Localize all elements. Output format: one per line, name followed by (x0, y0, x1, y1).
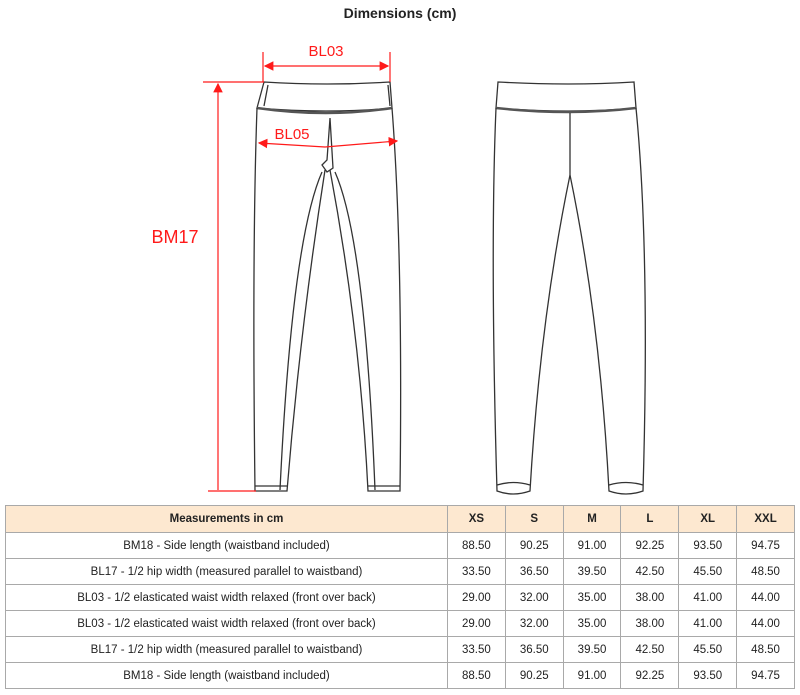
measurement-value: 93.50 (678, 662, 738, 689)
table-header-row: Measurements in cm XS S M L XL XXL (5, 505, 795, 533)
measurement-value: 42.50 (620, 636, 680, 663)
dimension-lines (203, 52, 399, 492)
table-row: BM18 - Side length (waistband included) 8… (5, 662, 795, 689)
measurement-value: 32.00 (504, 610, 564, 637)
header-size: XL (678, 505, 738, 533)
table-row: BL17 - 1/2 hip width (measured parallel … (5, 636, 795, 663)
measurement-value: 32.00 (504, 584, 564, 611)
measurement-value: 36.50 (504, 558, 564, 585)
back-view (492, 81, 646, 495)
hip-arrow (257, 136, 399, 149)
measurement-value: 38.00 (620, 610, 680, 637)
measurement-value: 33.50 (447, 558, 506, 585)
leggings-technical-drawing: BL03 BL05 BM17 (151, 43, 646, 495)
measurement-value: 90.25 (504, 662, 564, 689)
measurement-value: 29.00 (447, 610, 506, 637)
measurement-value: 35.00 (562, 610, 622, 637)
table-row: BL03 - 1/2 elasticated waist width relax… (5, 584, 795, 611)
measurement-value: 39.50 (562, 558, 622, 585)
measurement-value: 92.25 (620, 662, 680, 689)
table-row: BM18 - Side length (waistband included) 8… (5, 532, 795, 559)
measurement-value: 92.25 (620, 532, 680, 559)
measurement-label: BL03 - 1/2 elasticated waist width relax… (5, 584, 448, 611)
measurement-value: 33.50 (447, 636, 506, 663)
table-row: BL03 - 1/2 elasticated waist width relax… (5, 610, 795, 637)
header-size: XS (447, 505, 506, 533)
waist-label: BL03 (308, 43, 343, 60)
measurement-value: 48.50 (736, 558, 795, 585)
measurement-label: BM18 - Side length (waistband included) (5, 662, 448, 689)
measurement-value: 36.50 (504, 636, 564, 663)
measurement-value: 38.00 (620, 584, 680, 611)
measurement-value: 88.50 (447, 662, 506, 689)
measurement-value: 29.00 (447, 584, 506, 611)
measurement-value: 94.75 (736, 532, 795, 559)
measurement-label: BL17 - 1/2 hip width (measured parallel … (5, 636, 448, 663)
measurement-value: 90.25 (504, 532, 564, 559)
length-label: BM17 (151, 227, 198, 247)
header-size: S (504, 505, 564, 533)
measurement-value: 39.50 (562, 636, 622, 663)
measurement-value: 41.00 (678, 584, 738, 611)
measurement-value: 41.00 (678, 610, 738, 637)
table-row: BL17 - 1/2 hip width (measured parallel … (5, 558, 795, 585)
measurement-value: 45.50 (678, 636, 738, 663)
header-measurement: Measurements in cm (5, 505, 448, 533)
measurement-value: 91.00 (562, 532, 622, 559)
header-size: M (562, 505, 622, 533)
measurement-value: 91.00 (562, 662, 622, 689)
measurement-value: 44.00 (736, 610, 795, 637)
measurement-label: BL17 - 1/2 hip width (measured parallel … (5, 558, 448, 585)
measurement-value: 44.00 (736, 584, 795, 611)
measurement-value: 42.50 (620, 558, 680, 585)
measurement-value: 93.50 (678, 532, 738, 559)
measurement-label: BM18 - Side length (waistband included) (5, 532, 448, 559)
measurement-value: 35.00 (562, 584, 622, 611)
measurement-value: 48.50 (736, 636, 795, 663)
measurement-value: 45.50 (678, 558, 738, 585)
front-view (253, 81, 402, 492)
header-size: L (620, 505, 680, 533)
measurement-value: 94.75 (736, 662, 795, 689)
hip-label: BL05 (274, 126, 309, 143)
measurement-label: BL03 - 1/2 elasticated waist width relax… (5, 610, 448, 637)
header-size: XXL (736, 505, 795, 533)
size-chart-table: Measurements in cm XS S M L XL XXL BM18 … (5, 505, 795, 689)
measurement-value: 88.50 (447, 532, 506, 559)
page-title: Dimensions (cm) (343, 5, 457, 21)
